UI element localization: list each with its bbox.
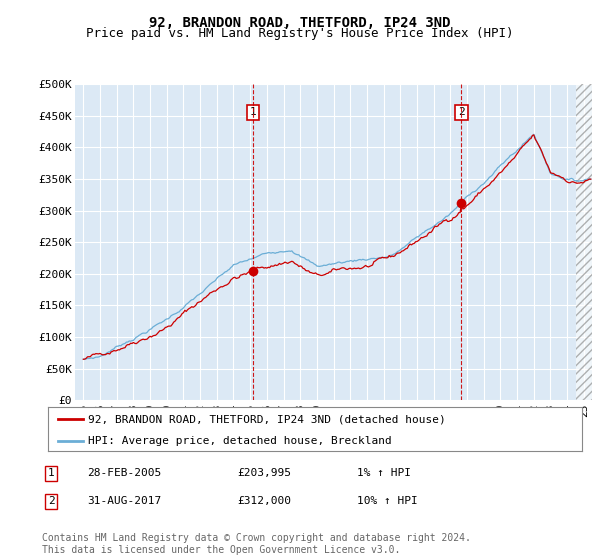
Text: 1% ↑ HPI: 1% ↑ HPI [357, 468, 411, 478]
Text: 92, BRANDON ROAD, THETFORD, IP24 3ND (detached house): 92, BRANDON ROAD, THETFORD, IP24 3ND (de… [88, 414, 446, 424]
Text: 10% ↑ HPI: 10% ↑ HPI [357, 496, 418, 506]
Text: 1: 1 [47, 468, 55, 478]
Text: £312,000: £312,000 [237, 496, 291, 506]
Text: Price paid vs. HM Land Registry's House Price Index (HPI): Price paid vs. HM Land Registry's House … [86, 27, 514, 40]
Text: 28-FEB-2005: 28-FEB-2005 [87, 468, 161, 478]
Text: HPI: Average price, detached house, Breckland: HPI: Average price, detached house, Brec… [88, 436, 392, 446]
Text: £203,995: £203,995 [237, 468, 291, 478]
Text: 2: 2 [47, 496, 55, 506]
Text: 31-AUG-2017: 31-AUG-2017 [87, 496, 161, 506]
Text: 2: 2 [458, 108, 465, 118]
Text: Contains HM Land Registry data © Crown copyright and database right 2024.
This d: Contains HM Land Registry data © Crown c… [42, 533, 471, 555]
Text: 92, BRANDON ROAD, THETFORD, IP24 3ND: 92, BRANDON ROAD, THETFORD, IP24 3ND [149, 16, 451, 30]
Text: 1: 1 [250, 108, 256, 118]
